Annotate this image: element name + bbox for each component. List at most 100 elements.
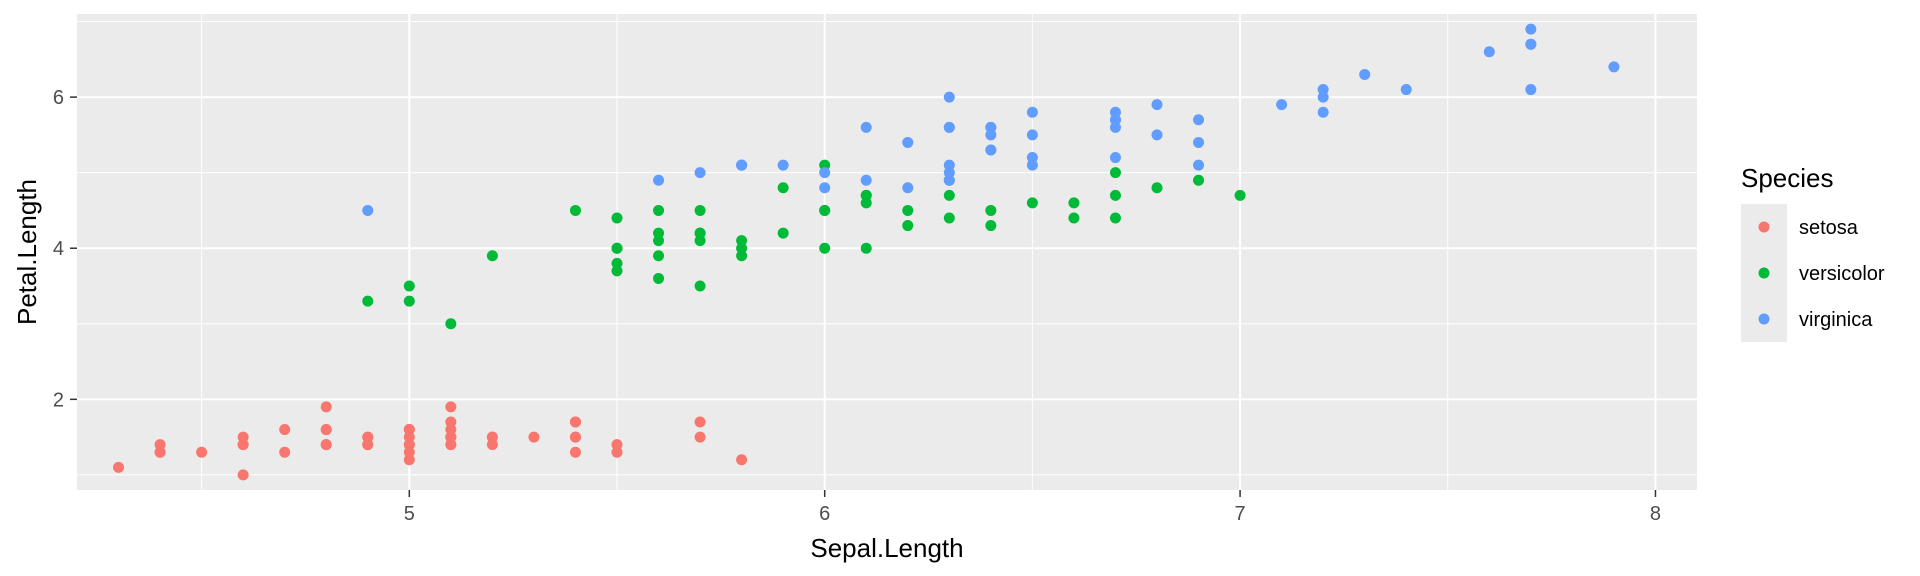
point-versicolor <box>1068 212 1080 224</box>
point-versicolor <box>1026 197 1038 209</box>
point-setosa <box>403 439 415 451</box>
point-setosa <box>569 431 581 443</box>
point-versicolor <box>902 220 914 232</box>
point-versicolor <box>694 204 706 216</box>
point-setosa <box>403 446 415 458</box>
y-tick-label: 4 <box>53 238 64 260</box>
data-points <box>113 23 1620 481</box>
point-versicolor <box>860 242 872 254</box>
point-virginica <box>1317 84 1329 96</box>
point-setosa <box>403 424 415 436</box>
point-setosa <box>569 446 581 458</box>
point-versicolor <box>403 280 415 292</box>
point-versicolor <box>736 242 748 254</box>
point-versicolor <box>362 295 374 307</box>
point-virginica <box>819 182 831 194</box>
point-versicolor <box>486 250 498 262</box>
point-virginica <box>1525 84 1537 96</box>
point-virginica <box>860 174 872 186</box>
point-virginica <box>943 167 955 179</box>
point-versicolor <box>985 204 997 216</box>
legend-key-setosa <box>1758 221 1770 233</box>
point-versicolor <box>1109 212 1121 224</box>
point-setosa <box>694 416 706 428</box>
x-axis: 5 6 7 8 <box>404 490 1661 525</box>
point-virginica <box>1026 159 1038 171</box>
x-tick-label: 8 <box>1650 503 1661 525</box>
point-versicolor <box>819 242 831 254</box>
point-virginica <box>902 136 914 148</box>
point-setosa <box>403 431 415 443</box>
point-versicolor <box>777 182 789 194</box>
point-versicolor <box>860 197 872 209</box>
point-setosa <box>445 439 457 451</box>
point-versicolor <box>819 204 831 216</box>
point-virginica <box>1151 99 1163 111</box>
point-setosa <box>320 401 332 413</box>
y-tick-label: 2 <box>53 389 64 411</box>
point-virginica <box>985 144 997 156</box>
point-virginica <box>1151 129 1163 141</box>
point-virginica <box>985 129 997 141</box>
point-setosa <box>486 431 498 443</box>
point-setosa <box>154 446 166 458</box>
legend-key-versicolor <box>1758 267 1770 279</box>
point-setosa <box>445 416 457 428</box>
point-versicolor <box>653 272 665 284</box>
point-setosa <box>445 401 457 413</box>
point-virginica <box>1193 114 1205 126</box>
point-virginica <box>985 121 997 133</box>
point-versicolor <box>1234 189 1246 201</box>
point-versicolor <box>653 204 665 216</box>
point-setosa <box>279 446 291 458</box>
point-virginica <box>653 174 665 186</box>
x-axis-title: Sepal.Length <box>810 533 963 563</box>
y-axis: 2 4 6 <box>53 87 77 411</box>
point-versicolor <box>569 204 581 216</box>
point-versicolor <box>1193 174 1205 186</box>
point-versicolor <box>653 250 665 262</box>
point-virginica <box>777 159 789 171</box>
point-versicolor <box>777 227 789 239</box>
point-versicolor <box>653 235 665 247</box>
point-versicolor <box>653 227 665 239</box>
legend-label-virginica: virginica <box>1799 309 1873 331</box>
point-virginica <box>1276 99 1288 111</box>
point-setosa <box>279 424 291 436</box>
point-virginica <box>1400 84 1412 96</box>
point-versicolor <box>736 235 748 247</box>
point-virginica <box>1193 159 1205 171</box>
legend-label-versicolor: versicolor <box>1799 263 1885 285</box>
point-setosa <box>694 431 706 443</box>
point-virginica <box>1483 46 1495 58</box>
point-versicolor <box>985 220 997 232</box>
y-tick-label: 6 <box>53 87 64 109</box>
point-versicolor <box>694 280 706 292</box>
point-virginica <box>1608 61 1620 73</box>
point-virginica <box>1317 91 1329 103</box>
point-virginica <box>860 121 872 133</box>
point-setosa <box>320 424 332 436</box>
point-virginica <box>362 204 374 216</box>
point-virginica <box>1317 106 1329 118</box>
point-virginica <box>736 159 748 171</box>
point-virginica <box>943 121 955 133</box>
point-setosa <box>154 439 166 451</box>
point-versicolor <box>902 204 914 216</box>
point-versicolor <box>736 250 748 262</box>
point-versicolor <box>943 212 955 224</box>
point-setosa <box>362 431 374 443</box>
x-tick-label: 5 <box>404 503 415 525</box>
point-versicolor <box>445 318 457 330</box>
point-virginica <box>1109 121 1121 133</box>
point-versicolor <box>694 235 706 247</box>
point-virginica <box>943 91 955 103</box>
point-versicolor <box>1109 167 1121 179</box>
point-setosa <box>445 431 457 443</box>
legend-title: Species <box>1741 163 1834 193</box>
point-setosa <box>362 439 374 451</box>
point-virginica <box>1359 68 1371 80</box>
plot-panel <box>77 14 1697 490</box>
point-versicolor <box>403 295 415 307</box>
